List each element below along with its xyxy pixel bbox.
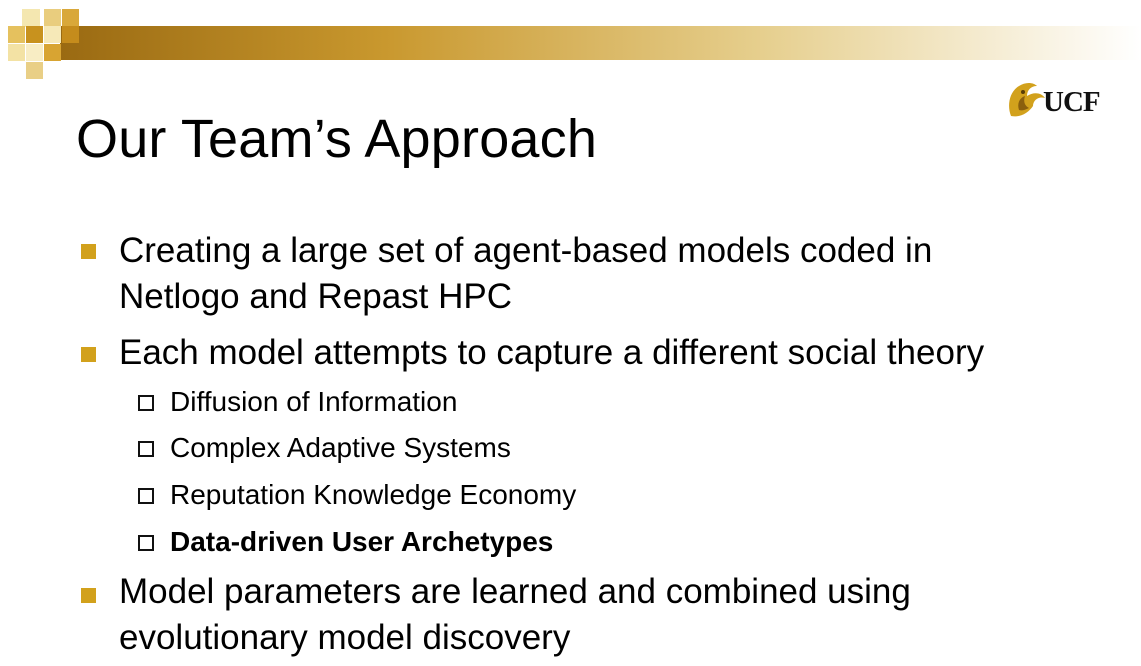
slide-title: Our Team’s Approach [76, 109, 598, 169]
bullet-square-icon [81, 588, 96, 603]
header-square [62, 9, 79, 26]
bullet-text: Model parameters are learned and combine… [119, 572, 911, 611]
pegasus-logo-icon [1009, 83, 1045, 117]
header-square [8, 44, 25, 61]
header-square [62, 26, 79, 43]
bullet-text: Creating a large set of agent-based mode… [119, 231, 933, 270]
subitem-text: Complex Adaptive Systems [170, 432, 511, 463]
checkbox-bullet-icon [138, 535, 154, 551]
header-gradient-bar [60, 26, 1141, 60]
header-decoration [0, 0, 1141, 80]
ucf-logo: UCF [1005, 72, 1127, 128]
header-square [44, 9, 61, 26]
bullet-text: Each model attempts to capture a differe… [119, 333, 985, 372]
checkbox-bullet-icon [138, 441, 154, 457]
header-square [8, 26, 25, 43]
header-square [22, 9, 40, 27]
header-square [44, 44, 61, 61]
checkbox-bullet-icon [138, 395, 154, 411]
logo-text: UCF [1043, 86, 1101, 118]
bullet-text: evolutionary model discovery [119, 618, 571, 657]
subitem-text: Reputation Knowledge Economy [170, 479, 577, 510]
header-square [26, 26, 43, 43]
subitem-text-highlighted: Data-driven User Archetypes [170, 526, 554, 557]
bullet-square-icon [81, 347, 96, 362]
header-square [26, 44, 43, 61]
bullet-text: Netlogo and Repast HPC [119, 277, 512, 316]
checkbox-bullet-icon [138, 488, 154, 504]
subitem-text: Diffusion of Information [170, 386, 458, 417]
header-square [44, 26, 61, 43]
header-square [26, 62, 43, 79]
bullet-square-icon [81, 244, 96, 259]
